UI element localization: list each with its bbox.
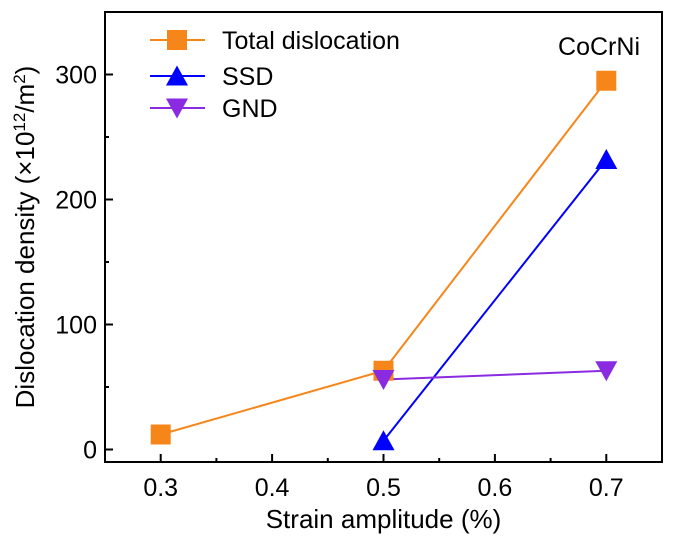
x-tick-label: 0.4 — [255, 474, 290, 502]
y-axis-title-exponent-1: 12 — [10, 113, 29, 132]
y-axis-title-exponent-2: 2 — [10, 74, 29, 83]
series-markers-ssd — [372, 149, 618, 451]
x-tick-label: 0.6 — [478, 474, 513, 502]
y-axis-title: Dislocation density (×1012/m2) — [10, 66, 41, 409]
data-point — [595, 361, 618, 382]
x-tick-label: 0.3 — [143, 474, 178, 502]
series-line — [382, 158, 608, 442]
x-axis-title: Strain amplitude (%) — [266, 504, 502, 534]
legend-marker — [166, 98, 188, 119]
chart-annotation: CoCrNi — [558, 33, 640, 61]
series-layer — [150, 70, 618, 451]
legend-label: GND — [222, 95, 278, 123]
y-tick-label: 100 — [55, 312, 97, 340]
legend-item: Total dislocation — [150, 27, 400, 55]
legend: Total dislocation SSD GND — [150, 27, 400, 123]
x-tick-label: 0.7 — [589, 474, 624, 502]
x-tick-label: 0.5 — [366, 474, 401, 502]
legend-item: SSD — [150, 63, 273, 91]
data-point — [150, 424, 171, 445]
legend-label: Total dislocation — [222, 27, 400, 55]
legend-marker — [166, 65, 188, 86]
data-point — [596, 70, 617, 91]
series-markers-gnd — [372, 361, 618, 390]
y-axis-title-mid: /m — [10, 84, 40, 113]
plot-frame — [104, 11, 663, 463]
data-point — [372, 370, 395, 390]
x-axis-ticks: 0.3 0.4 0.5 0.6 0.7 — [143, 454, 624, 502]
y-tick-label: 0 — [83, 437, 97, 465]
data-point — [595, 149, 618, 169]
legend-label: SSD — [222, 63, 273, 91]
legend-marker — [167, 30, 187, 50]
series-line — [383, 369, 607, 381]
y-axis-title-suffix: ) — [10, 66, 40, 75]
plot-area: 0.3 0.4 0.5 0.6 0.7 0 100 200 300 — [55, 11, 663, 502]
y-tick-label: 300 — [55, 62, 97, 90]
series-gnd — [383, 369, 607, 381]
y-tick-label: 200 — [55, 187, 97, 215]
legend-item: GND — [150, 95, 278, 123]
data-point — [372, 430, 395, 451]
y-axis-title-prefix: Dislocation density (×10 — [10, 132, 40, 409]
y-axis-ticks: 0 100 200 300 — [55, 62, 113, 465]
series-ssd — [382, 158, 608, 442]
